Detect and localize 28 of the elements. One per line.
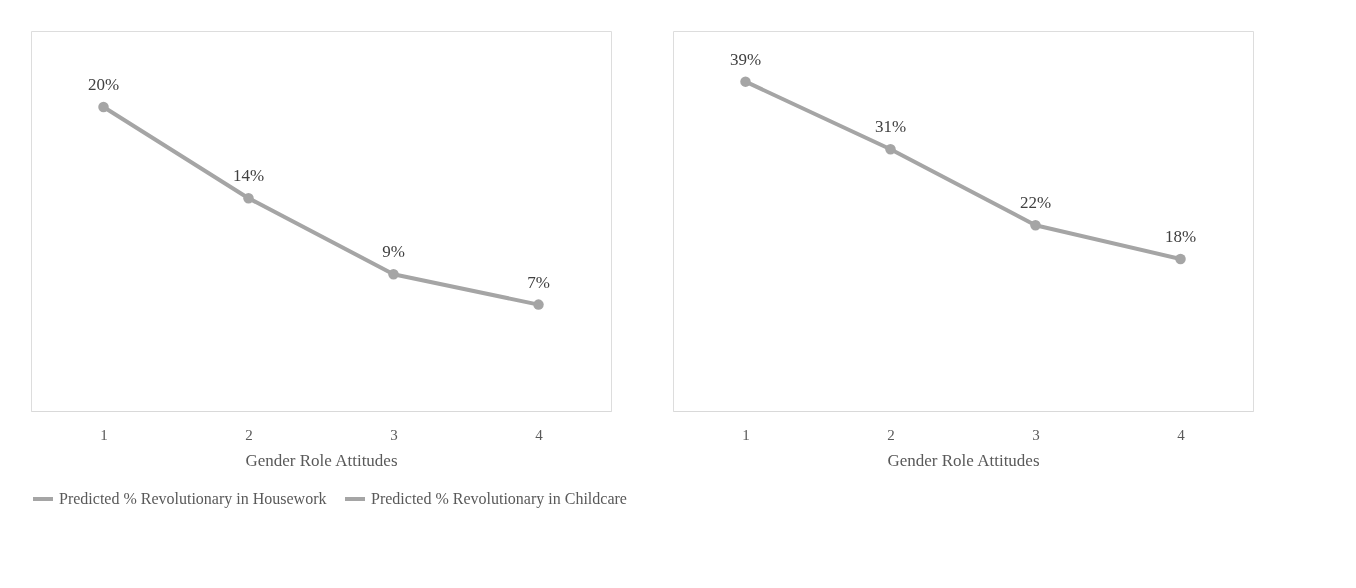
point	[885, 143, 896, 155]
x-tick-label: 2	[887, 426, 895, 443]
data-label: 9%	[382, 242, 405, 262]
legend-label: Predicted % Revolutionary in Childcare	[371, 490, 627, 508]
point	[98, 101, 109, 113]
data-label: 18%	[1164, 227, 1197, 246]
data-label: 14%	[232, 166, 265, 186]
point	[388, 268, 399, 280]
x-tick-label: 2	[245, 426, 253, 443]
x-tick-label: 3	[390, 426, 398, 443]
point	[740, 76, 751, 87]
x-tick-label: 4	[535, 426, 544, 443]
x-tick-label: 1	[742, 426, 750, 443]
point	[243, 192, 254, 204]
data-label: 31%	[874, 117, 907, 137]
data-label: 7%	[527, 272, 550, 292]
data-label: 39%	[729, 49, 762, 69]
legend-label: Predicted % Revolutionary in Housework	[59, 490, 327, 508]
x-axis-title: Gender Role Attitudes	[245, 450, 398, 470]
x-axis-title: Gender Role Attitudes	[887, 450, 1040, 470]
point	[1175, 253, 1186, 265]
x-tick-label: 1	[100, 426, 108, 443]
x-tick-label: 4	[1177, 426, 1186, 443]
point	[533, 299, 544, 310]
point	[1030, 219, 1041, 231]
data-label: 22%	[1019, 193, 1052, 213]
data-label: 20%	[87, 75, 120, 94]
x-tick-label: 3	[1032, 426, 1040, 443]
